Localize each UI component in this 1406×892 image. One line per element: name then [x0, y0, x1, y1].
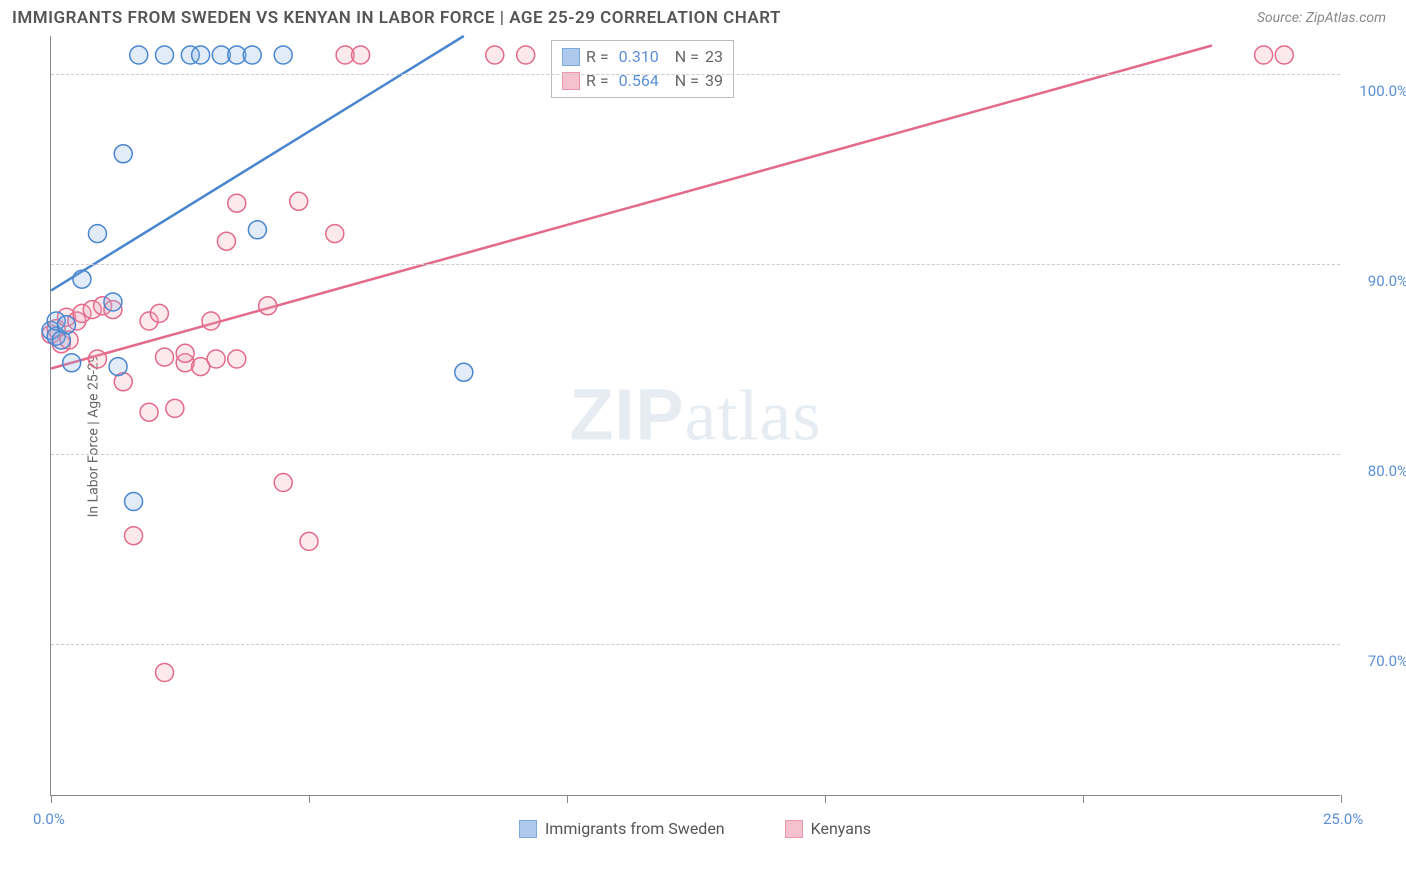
gridline — [51, 74, 1340, 75]
data-point-kenyan — [156, 664, 174, 682]
data-point-sweden — [274, 46, 292, 64]
gridline — [51, 264, 1340, 265]
data-point-kenyan — [207, 350, 225, 368]
x-tick — [825, 795, 826, 803]
data-point-sweden — [57, 316, 75, 334]
x-tick — [1083, 795, 1084, 803]
data-point-kenyan — [274, 474, 292, 492]
data-point-sweden — [88, 225, 106, 243]
bottom-legend-kenyan: Kenyans — [785, 819, 871, 838]
plot-area: ZIPatlas R = 0.310 N = 23 R = 0.564 N = … — [50, 36, 1340, 796]
data-point-kenyan — [166, 399, 184, 417]
chart-source: Source: ZipAtlas.com — [1257, 10, 1386, 26]
data-point-kenyan — [176, 344, 194, 362]
r-value-kenyan: 0.564 — [619, 69, 659, 93]
data-point-sweden — [156, 46, 174, 64]
x-tick — [1341, 795, 1342, 803]
y-tick-label: 90.0% — [1368, 272, 1406, 290]
data-point-kenyan — [228, 194, 246, 212]
bottom-legend: Immigrants from Sweden Kenyans — [50, 819, 1340, 838]
series-label-kenyan: Kenyans — [811, 819, 871, 838]
data-point-sweden — [104, 293, 122, 311]
data-point-kenyan — [125, 527, 143, 545]
data-point-sweden — [109, 358, 127, 376]
data-point-kenyan — [1255, 46, 1273, 64]
data-point-kenyan — [156, 348, 174, 366]
gridline — [51, 454, 1340, 455]
data-point-kenyan — [300, 532, 318, 550]
data-point-kenyan — [259, 297, 277, 315]
data-point-sweden — [243, 46, 261, 64]
bottom-legend-sweden: Immigrants from Sweden — [519, 819, 725, 838]
data-point-sweden — [455, 363, 473, 381]
data-point-kenyan — [517, 46, 535, 64]
data-point-sweden — [192, 46, 210, 64]
scatter-svg — [51, 36, 1341, 796]
legend-row-kenyan: R = 0.564 N = 39 — [562, 69, 723, 93]
data-point-kenyan — [290, 192, 308, 210]
x-tick — [51, 795, 52, 803]
x-tick — [567, 795, 568, 803]
r-value-sweden: 0.310 — [619, 45, 659, 69]
data-point-kenyan — [326, 225, 344, 243]
data-point-sweden — [114, 145, 132, 163]
data-point-kenyan — [228, 350, 246, 368]
data-point-kenyan — [202, 312, 220, 330]
gridline — [51, 644, 1340, 645]
data-point-sweden — [248, 221, 266, 239]
y-tick-label: 70.0% — [1368, 652, 1406, 670]
y-tick-label: 100.0% — [1359, 82, 1406, 100]
data-point-sweden — [125, 493, 143, 511]
data-point-kenyan — [352, 46, 370, 64]
data-point-sweden — [73, 270, 91, 288]
x-tick — [309, 795, 310, 803]
data-point-kenyan — [217, 232, 235, 250]
data-point-kenyan — [140, 403, 158, 421]
n-value-kenyan: 39 — [705, 69, 723, 93]
plot-wrapper: In Labor Force | Age 25-29 ZIPatlas R = … — [50, 36, 1390, 836]
chart-header: IMMIGRANTS FROM SWEDEN VS KENYAN IN LABO… — [0, 0, 1406, 32]
swatch-sweden-bottom — [519, 820, 537, 838]
chart-title: IMMIGRANTS FROM SWEDEN VS KENYAN IN LABO… — [12, 8, 781, 28]
y-tick-label: 80.0% — [1368, 462, 1406, 480]
legend-row-sweden: R = 0.310 N = 23 — [562, 45, 723, 69]
data-point-kenyan — [1275, 46, 1293, 64]
data-point-kenyan — [486, 46, 504, 64]
data-point-kenyan — [88, 350, 106, 368]
data-point-sweden — [130, 46, 148, 64]
series-label-sweden: Immigrants from Sweden — [545, 819, 725, 838]
data-point-kenyan — [150, 304, 168, 322]
n-value-sweden: 23 — [705, 45, 723, 69]
swatch-kenyan-bottom — [785, 820, 803, 838]
correlation-legend: R = 0.310 N = 23 R = 0.564 N = 39 — [551, 40, 734, 98]
data-point-sweden — [63, 354, 81, 372]
swatch-sweden — [562, 48, 580, 66]
